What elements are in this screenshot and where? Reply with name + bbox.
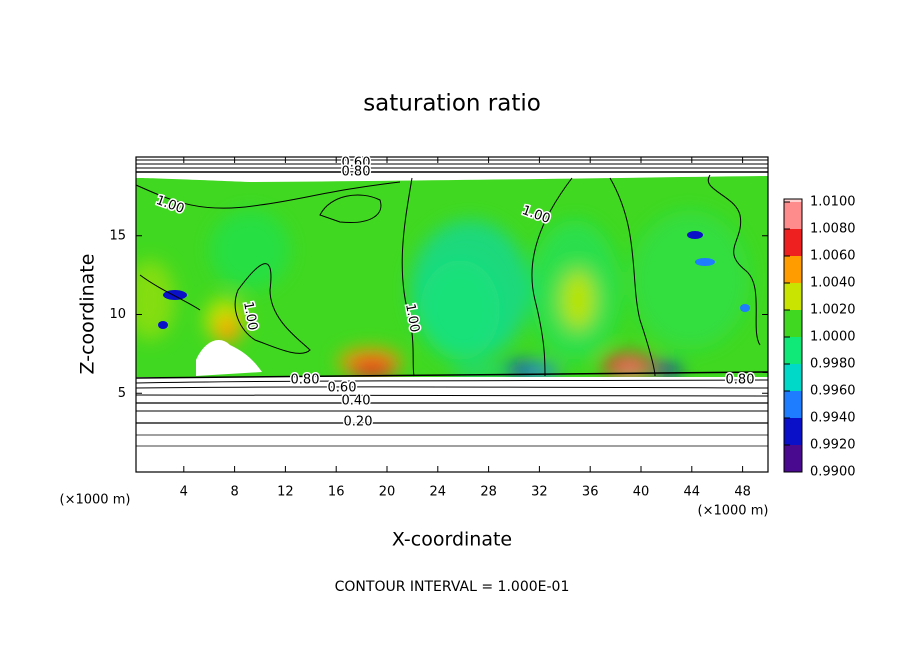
colorbar-label: 1.0000 (810, 330, 856, 345)
y-tick-label: 5 (118, 386, 126, 401)
colorbar-label: 0.9980 (810, 357, 856, 372)
colorbar-label: 0.9900 (810, 465, 856, 480)
colorbar-label: 1.0100 (810, 195, 856, 210)
colorbar-bin (784, 445, 802, 472)
contour-label: 0.80 (726, 373, 755, 388)
colorbar-frame (783, 198, 803, 473)
contour-label: 0.80 (342, 165, 371, 180)
x-unit-label: (×1000 m) (698, 504, 769, 519)
colorbar: 0.9900 0.9920 0.9940 0.9960 0.9980 1.0000 1.00… (783, 195, 856, 480)
contour-label: 1.00 (402, 302, 422, 333)
colorbar-label: 0.9940 (810, 411, 856, 426)
missing-patch (136, 172, 768, 182)
field-patches (136, 210, 750, 377)
colorbar-label: 1.0040 (810, 276, 856, 291)
x-tick-label: 16 (328, 485, 345, 500)
field-patch (136, 260, 175, 340)
field-patch (560, 270, 596, 330)
x-tick-label: 48 (734, 485, 751, 500)
x-tick-label: 20 (379, 485, 396, 500)
x-tick-label: 36 (582, 485, 599, 500)
colorbar-bin (784, 310, 802, 337)
field-patch (450, 366, 510, 377)
contour-label: 0.60 (328, 381, 357, 396)
colorbar-cap (784, 199, 802, 202)
field (136, 172, 768, 377)
contour-label: 1.00 (240, 300, 260, 331)
x-tick-label: 28 (480, 485, 497, 500)
contour-label: 0.40 (342, 394, 371, 409)
field-patch (630, 210, 750, 350)
x-axis-label: X-coordinate (392, 529, 512, 551)
colorbar-label: 1.0020 (810, 303, 856, 318)
colorbar-bin (784, 229, 802, 256)
field-patch (695, 258, 715, 266)
colorbar-label: 0.9920 (810, 438, 856, 453)
field-patch (348, 358, 396, 377)
missing-patch (196, 340, 262, 376)
contour-interval: CONTOUR INTERVAL = 1.000E-01 (335, 579, 570, 595)
chart-title: saturation ratio (363, 91, 541, 117)
colorbar-label: 1.0080 (810, 222, 856, 237)
field-patch (654, 363, 682, 377)
x-tick-label: 8 (230, 485, 238, 500)
colorbar-bin (784, 364, 802, 391)
x-tick-label: 4 (180, 485, 188, 500)
y-tick-label: 15 (109, 228, 126, 243)
contour-label: 0.20 (344, 415, 373, 430)
y-unit-label: (×1000 m) (60, 493, 131, 508)
x-tick-label: 32 (531, 485, 548, 500)
colorbar-bin (784, 202, 802, 229)
colorbar-bin (784, 418, 802, 445)
colorbar-bin (784, 283, 802, 310)
contour-label: 0.60 (342, 156, 371, 171)
field-patch (158, 321, 168, 329)
field-patch (740, 304, 750, 312)
field-patch (520, 364, 560, 377)
colorbar-label: 0.9960 (810, 384, 856, 399)
y-axis-label: Z-coordinate (77, 254, 99, 375)
contour-lines (135, 159, 769, 447)
colorbar-bin (784, 391, 802, 418)
y-tick-label: 10 (109, 307, 126, 322)
field-patch (687, 231, 703, 239)
field-patch (420, 260, 500, 360)
field-patch (616, 364, 644, 376)
x-tick-label: 40 (633, 485, 650, 500)
contour-label: 0.80 (291, 373, 320, 388)
colorbar-bin (784, 256, 802, 283)
x-tick-label: 12 (277, 485, 294, 500)
x-tick-label: 24 (430, 485, 447, 500)
field-patch (216, 316, 240, 344)
x-tick-label: 44 (684, 485, 701, 500)
field-patch (210, 210, 290, 290)
colorbar-bin (784, 337, 802, 364)
colorbar-label: 1.0060 (810, 249, 856, 264)
